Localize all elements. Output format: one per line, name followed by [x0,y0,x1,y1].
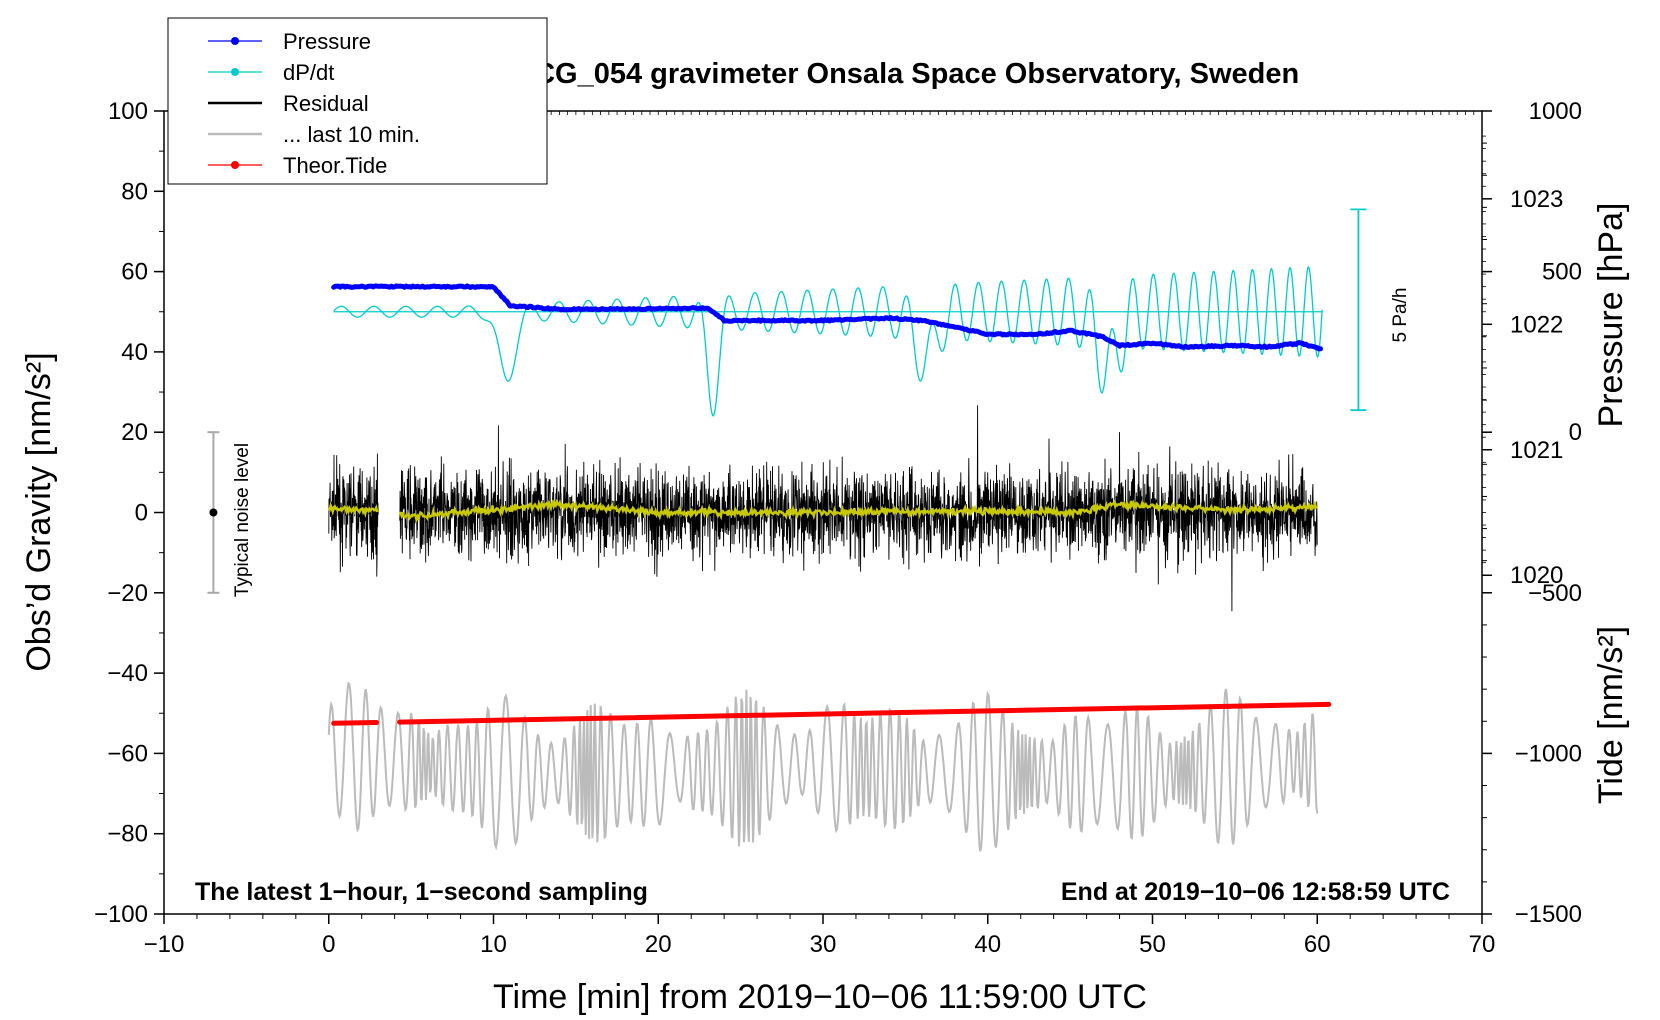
y-tick-label: 80 [121,178,148,205]
x-tick-label: 70 [1469,931,1496,958]
y-axis-title-tide: Tide [nm/s²] [1592,626,1630,804]
legend-label: Residual [283,91,369,116]
y-tick-label: −40 [107,660,148,687]
x-tick-label: 10 [480,931,507,958]
tide-tick-label: −1000 [1515,740,1582,767]
y-axis-title-left: Obs’d Gravity [nm/s²] [20,352,58,671]
x-tick-label: 0 [322,931,335,958]
pressure-tick-label: 1020 [1510,562,1563,589]
legend-box [167,17,548,185]
legend-label: Theor.Tide [283,153,387,178]
y-tick-label: 0 [135,500,148,527]
y-tick-label: −60 [107,740,148,767]
last-10-min-line [327,681,1319,852]
residual-line-segment [328,453,379,577]
pressure-series [331,283,1323,352]
y-tick-label: 20 [121,419,148,446]
y-tick-label: −100 [94,901,148,928]
legend-marker [231,68,239,76]
x-tick-label: 40 [974,931,1001,958]
pressure-tick-label: 1021 [1510,437,1563,464]
legend-label: Pressure [283,29,371,54]
y-axis-title-pressure: Pressure [hPa] [1592,203,1630,428]
legend: Pressure dP/dt Residual ... last 10 min. The… [167,17,548,185]
tide-tick-label: 0 [1569,419,1582,446]
dpdt-line [333,265,1323,417]
noise-level-label: Typical noise level [232,443,253,597]
pressure-line [331,283,1323,352]
tide-tick-label: −1500 [1515,901,1582,928]
dpdt-scale-bar [1350,208,1367,412]
x-tick-label: 60 [1304,931,1331,958]
legend-label: ... last 10 min. [283,122,420,147]
legend-marker [231,37,239,45]
chart-title: SCG_054 gravimeter Onsala Space Observat… [515,58,1299,90]
legend-marker [231,161,239,169]
tide-line-segment [397,701,1332,725]
noise-bar-center-dot [209,508,218,517]
dpdt-series [333,265,1323,417]
tide-tick-label: −500 [1528,580,1582,607]
smoothed-line-segment [398,498,1318,524]
y-tick-label: 100 [108,98,148,125]
noise-level-bar [207,431,220,594]
y-tick-label: 40 [121,339,148,366]
pressure-tick-label: 1023 [1510,186,1563,213]
pressure-tick-label: 1022 [1510,311,1563,338]
x-tick-label: −10 [144,931,185,958]
residual-smoothed-series [327,498,1318,524]
theoretical-tide-series [331,701,1332,726]
x-tick-label: 50 [1139,931,1166,958]
annotation-sampling: The latest 1−hour, 1−second sampling [195,878,648,906]
y-tick-label: 60 [121,259,148,286]
tide-line-segment [331,720,379,726]
last-10-min-series [327,681,1319,852]
tide-tick-label: 500 [1542,259,1582,286]
legend-items: Pressure dP/dt Residual ... last 10 min. The… [208,29,420,178]
tide-tick-label: 1000 [1529,98,1582,125]
x-tick-label: 20 [645,931,672,958]
y-tick-label: −20 [107,580,148,607]
smoothed-line-segment [327,501,379,519]
y-tick-label: −80 [107,821,148,848]
x-axis-title: Time [min] from 2019−10−06 11:59:00 UTC [493,978,1147,1016]
annotation-end-time: End at 2019−10−06 12:58:59 UTC [1061,878,1450,906]
axis-ticks: −10 0 10 20 30 40 50 60 70−100−80−60−40−20020406… [94,98,1582,958]
x-tick-label: 30 [810,931,837,958]
legend-label: dP/dt [283,60,334,85]
dpdt-scale-label: 5 Pa/h [1390,288,1411,343]
